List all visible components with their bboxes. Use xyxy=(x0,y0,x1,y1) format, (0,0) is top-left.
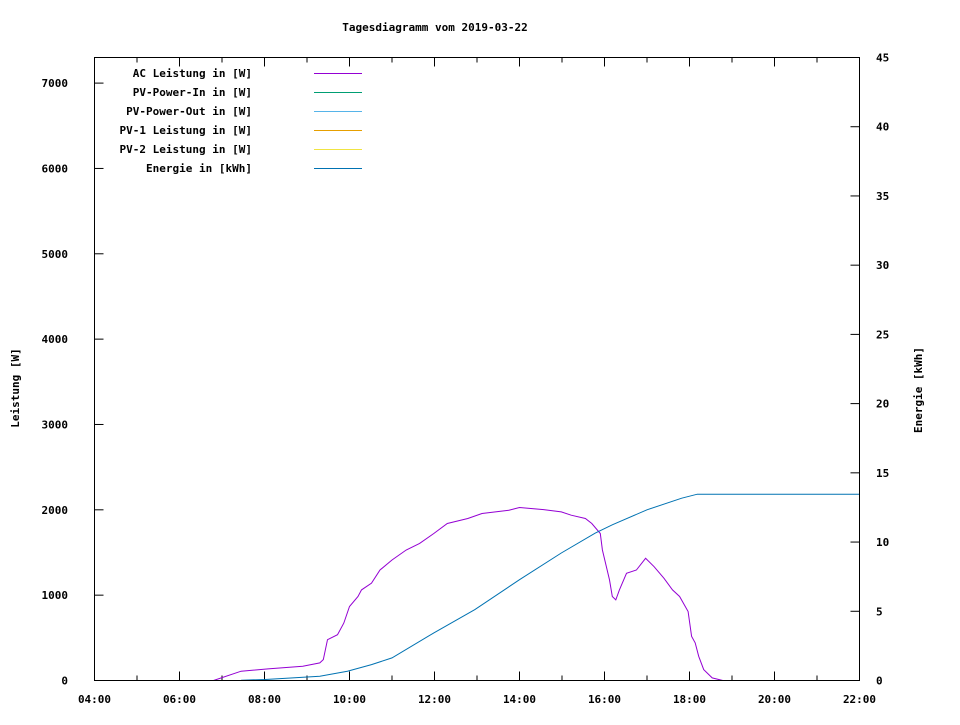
y2-tick-label: 25 xyxy=(876,328,889,341)
series-lines xyxy=(213,493,860,681)
y-tick-label: 6000 xyxy=(42,162,69,175)
y-tick-label: 1000 xyxy=(42,589,69,602)
x-tick-label: 12:00 xyxy=(418,693,451,706)
legend: AC Leistung in [W] PV-Power-In in [W] PV-P… xyxy=(120,67,362,175)
y2-tick-label: 40 xyxy=(876,121,889,134)
y-tick-label: 5000 xyxy=(42,248,69,261)
chart-title: Tagesdiagramm vom 2019-03-22 xyxy=(342,21,527,34)
x-tick-label: 06:00 xyxy=(163,693,196,706)
legend-label: AC Leistung in [W] xyxy=(133,67,252,80)
x-tick-label: 08:00 xyxy=(248,693,281,706)
legend-label: Energie in [kWh] xyxy=(146,162,252,175)
y2-tick-label: 30 xyxy=(876,259,889,272)
legend-label: PV-1 Leistung in [W] xyxy=(120,124,252,137)
x-tick-label: 14:00 xyxy=(503,693,536,706)
y2-tick-label: 35 xyxy=(876,190,889,203)
x-tick-label: 04:00 xyxy=(78,693,111,706)
y-tick-label: 0 xyxy=(61,675,68,688)
y2-tick-label: 45 xyxy=(876,52,889,65)
x-tick-label: 10:00 xyxy=(333,693,366,706)
y-tick-label: 4000 xyxy=(42,333,69,346)
x-tick-label: 16:00 xyxy=(588,693,621,706)
x-tick-label: 20:00 xyxy=(758,693,791,706)
y-tick-label: 2000 xyxy=(42,504,69,517)
y2-tick-label: 0 xyxy=(876,675,883,688)
legend-label: PV-2 Leistung in [W] xyxy=(120,143,252,156)
y2-tick-label: 20 xyxy=(876,398,889,411)
y-axis-label: Leistung [W] xyxy=(9,348,22,427)
axis-ticks: 04:00 06:00 08:00 10:00 12:00 14:00 16:00 18:00… xyxy=(42,52,890,707)
y2-tick-label: 15 xyxy=(876,467,889,480)
y2-axis-label: Energie [kWh] xyxy=(912,347,925,433)
legend-label: PV-Power-Out in [W] xyxy=(126,105,252,118)
series-line-5 xyxy=(241,493,860,681)
y2-tick-label: 5 xyxy=(876,605,883,618)
series-line-0 xyxy=(213,506,723,681)
x-tick-label: 18:00 xyxy=(673,693,706,706)
y-tick-label: 3000 xyxy=(42,418,69,431)
y2-tick-label: 10 xyxy=(876,536,889,549)
legend-label: PV-Power-In in [W] xyxy=(133,86,252,99)
y-tick-label: 7000 xyxy=(42,77,69,90)
x-tick-label: 22:00 xyxy=(843,693,876,706)
plot-frame xyxy=(94,57,860,681)
